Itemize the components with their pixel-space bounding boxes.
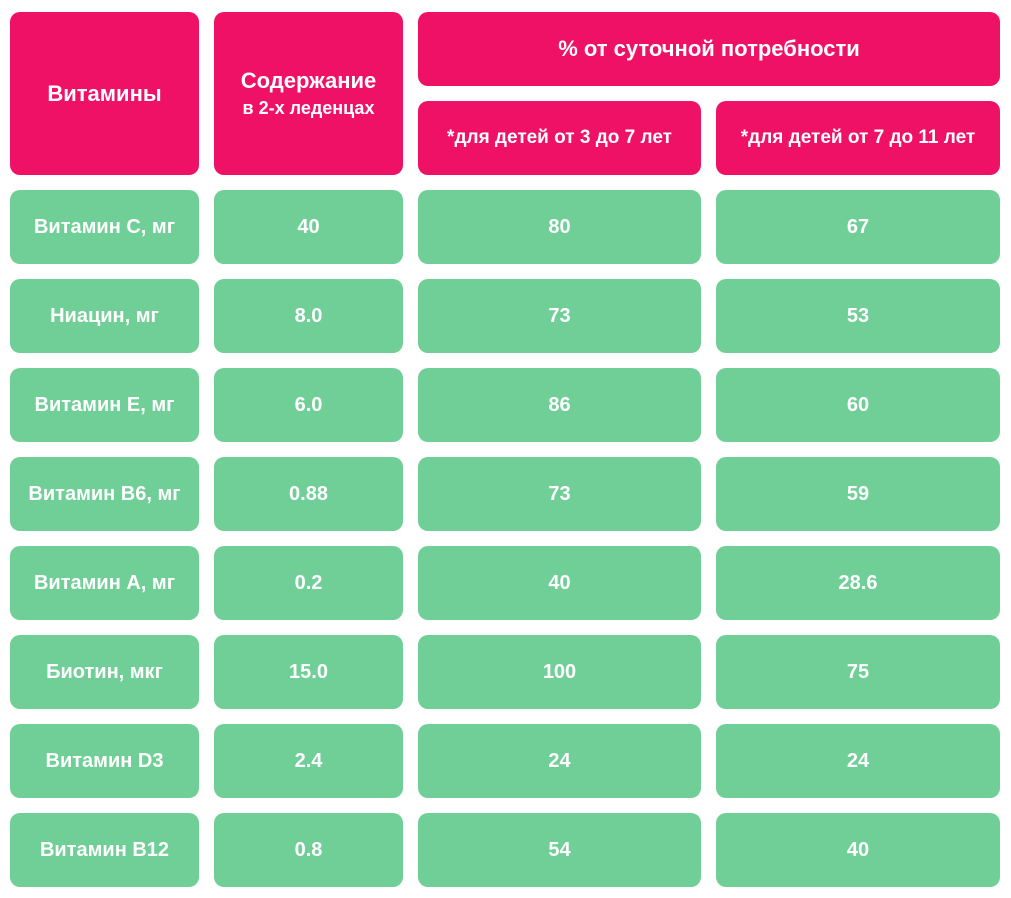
vitamin-name-cell: Витамин В12 (10, 813, 199, 887)
header-vitamins-label: Витамины (47, 80, 162, 106)
percent-3-7-cell-text: 54 (548, 838, 571, 861)
percent-3-7-cell-text: 73 (548, 482, 571, 505)
content-cell-text: 0.2 (294, 571, 323, 594)
vitamin-name-cell: Биотин, мкг (10, 635, 199, 709)
header-age-7-11-label: *для детей от 7 до 11 лет (740, 127, 976, 148)
header-daily-need-label: % от суточной потребности (558, 36, 860, 61)
percent-7-11-cell: 40 (716, 813, 1000, 887)
content-cell: 40 (214, 190, 403, 264)
percent-7-11-cell-text: 59 (846, 482, 870, 505)
content-cell-text: 8.0 (294, 304, 323, 327)
percent-3-7-cell: 54 (418, 813, 701, 887)
content-cell-text: 6.0 (294, 393, 323, 416)
content-cell-text: 0.88 (289, 482, 328, 505)
percent-7-11-cell: 53 (716, 279, 1000, 353)
percent-3-7-cell: 100 (418, 635, 701, 709)
percent-3-7-cell-text: 100 (542, 660, 577, 683)
percent-7-11-cell-text: 28.6 (838, 571, 878, 594)
content-cell: 0.88 (214, 457, 403, 531)
percent-7-11-cell-text: 60 (846, 393, 870, 416)
vitamin-name-cell: Витамин В6, мг (10, 457, 199, 531)
vitamin-name-cell: Витамин Е, мг (10, 368, 199, 442)
vitamin-name-cell-text: Витамин С, мг (33, 215, 176, 238)
vitamin-name-cell-text: Витамин Е, мг (34, 393, 175, 416)
percent-7-11-cell-text: 24 (846, 749, 870, 772)
percent-3-7-cell: 73 (418, 279, 701, 353)
percent-7-11-cell: 28.6 (716, 546, 1000, 620)
percent-3-7-cell-text: 73 (548, 304, 571, 327)
content-cell-text: 2.4 (294, 749, 323, 772)
vitamin-name-cell-text: Витамин D3 (45, 749, 164, 772)
percent-3-7-cell: 40 (418, 546, 701, 620)
percent-3-7-cell-text: 86 (548, 393, 571, 416)
content-cell: 15.0 (214, 635, 403, 709)
content-cell: 8.0 (214, 279, 403, 353)
content-cell: 0.8 (214, 813, 403, 887)
header-age-3-7: *для детей от 3 до 7 лет (418, 101, 701, 175)
content-cell-text: 15.0 (289, 660, 328, 683)
percent-3-7-cell: 24 (418, 724, 701, 798)
vitamin-name-cell: Витамин С, мг (10, 190, 199, 264)
vitamin-name-cell-text: Ниацин, мг (50, 304, 159, 327)
percent-3-7-cell: 80 (418, 190, 701, 264)
content-cell-text: 0.8 (294, 838, 323, 861)
percent-3-7-cell-text: 80 (548, 215, 571, 238)
vitamin-name-cell-text: Витамин В12 (39, 838, 170, 861)
vitamin-name-cell-text: Витамин А, мг (33, 571, 176, 594)
vitamin-name-cell: Витамин D3 (10, 724, 199, 798)
vitamin-name-cell: Витамин А, мг (10, 546, 199, 620)
percent-3-7-cell: 86 (418, 368, 701, 442)
header-daily-need: % от суточной потребности (418, 12, 1000, 86)
header-content-sublabel: в 2-х леденцах (242, 98, 375, 118)
header-content-label: Содержание (240, 68, 377, 93)
content-cell: 6.0 (214, 368, 403, 442)
vitamin-name-cell-text: Витамин В6, мг (28, 482, 181, 505)
header-content: Содержание в 2-х леденцах (214, 12, 403, 175)
percent-3-7-cell-text: 24 (548, 749, 571, 772)
percent-7-11-cell: 67 (716, 190, 1000, 264)
content-cell-text: 40 (297, 215, 320, 238)
percent-7-11-cell-text: 75 (846, 660, 870, 683)
percent-3-7-cell: 73 (418, 457, 701, 531)
percent-3-7-cell-text: 40 (548, 571, 571, 594)
percent-7-11-cell: 24 (716, 724, 1000, 798)
vitamin-name-cell: Ниацин, мг (10, 279, 199, 353)
percent-7-11-cell-text: 53 (846, 304, 870, 327)
header-vitamins: Витамины (10, 12, 199, 175)
percent-7-11-cell: 75 (716, 635, 1000, 709)
header-age-3-7-label: *для детей от 3 до 7 лет (447, 127, 672, 148)
header-age-7-11: *для детей от 7 до 11 лет (716, 101, 1000, 175)
percent-7-11-cell-text: 40 (846, 838, 870, 861)
content-cell: 0.2 (214, 546, 403, 620)
percent-7-11-cell: 59 (716, 457, 1000, 531)
percent-7-11-cell-text: 67 (846, 215, 870, 238)
percent-7-11-cell: 60 (716, 368, 1000, 442)
content-cell: 2.4 (214, 724, 403, 798)
vitamin-name-cell-text: Биотин, мкг (46, 660, 163, 683)
